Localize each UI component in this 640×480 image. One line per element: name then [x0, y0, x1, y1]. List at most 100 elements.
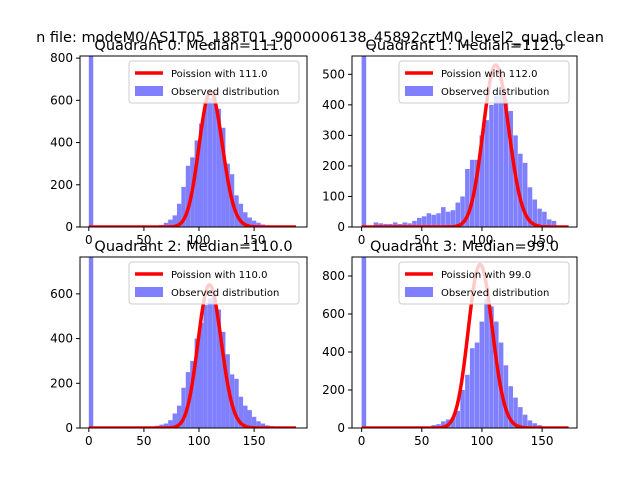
subplot-title: Quadrant 0: Median=111.0: [94, 38, 292, 54]
histogram-bar: [378, 223, 384, 227]
histogram-bar: [238, 396, 244, 428]
histogram-bar: [203, 100, 208, 227]
histogram-bar: [455, 410, 461, 428]
histogram-bar: [181, 387, 186, 428]
x-tick-label: 0: [358, 434, 366, 448]
histogram-bar: [373, 222, 379, 227]
histogram-bar: [212, 293, 217, 428]
legend-poisson-label: Poission with 110.0: [171, 270, 267, 281]
x-tick-label: 150: [243, 233, 266, 247]
y-tick-label: 200: [50, 376, 73, 390]
histogram-bar: [436, 213, 441, 227]
histogram-bar: [537, 208, 542, 227]
histogram-bar: [445, 211, 451, 227]
subplot-title: Quadrant 1: Median=112.0: [365, 38, 563, 54]
subplot-title: Quadrant 3: Median=99.0: [370, 239, 559, 255]
histogram-bar: [527, 187, 533, 227]
subplot-grid: 0 50 100 150 0 200 400 600 800 Quadrant 0: Median…: [50, 38, 578, 448]
x-tick-label: 0: [358, 233, 366, 247]
histogram-bar: [172, 215, 177, 227]
histogram-bar: [163, 222, 169, 227]
histogram-bar: [194, 140, 200, 227]
histogram-bar: [199, 322, 204, 428]
histogram-bar: [402, 222, 408, 227]
histogram-bar: [450, 210, 456, 227]
histogram-bar: [542, 211, 547, 227]
histogram-bar: [407, 223, 412, 227]
histogram-bar: [225, 163, 230, 227]
histogram-bar: [474, 159, 480, 227]
legend-box: [398, 261, 570, 305]
y-tick-label: 0: [337, 220, 345, 234]
histogram-bar: [469, 348, 475, 428]
histogram-bar: [441, 421, 446, 428]
figure-suptitle: n file: modeM0/AS1T05_188T01_9000006138_…: [36, 30, 604, 46]
y-tick-label: 600: [50, 287, 73, 301]
histogram-bar: [392, 222, 398, 227]
y-tick-label: 600: [50, 93, 73, 107]
histogram-bar: [460, 390, 465, 428]
y-tick-label: 500: [322, 67, 345, 81]
legend-observed-swatch: [135, 86, 163, 96]
histogram-bar: [212, 91, 217, 227]
histogram-bar: [190, 360, 195, 428]
histogram-bar: [168, 420, 173, 428]
legend-observed-swatch: [405, 287, 433, 297]
histogram-bar: [181, 186, 186, 227]
y-tick-label: 400: [50, 136, 73, 150]
histogram-bar: [489, 104, 494, 227]
y-tick-label: 0: [65, 220, 73, 234]
histogram-bar: [518, 407, 523, 428]
legend-poisson-label: Poission with 99.0: [441, 270, 531, 281]
histogram-bar: [234, 378, 239, 428]
y-tick-label: 400: [322, 345, 345, 359]
zero-spike-bar: [88, 56, 94, 227]
legend-poisson-label: Poission with 111.0: [171, 69, 267, 80]
histogram-bar: [412, 220, 417, 227]
histogram-bar: [498, 92, 504, 227]
histogram-bar: [247, 217, 252, 227]
axes-frame: [79, 55, 308, 228]
histogram-bar: [484, 298, 489, 428]
histogram-bar: [532, 423, 538, 428]
histogram-bar: [256, 222, 261, 227]
histogram-bar: [203, 305, 208, 428]
x-tick-label: 0: [85, 233, 93, 247]
legend-box: [128, 60, 300, 104]
histogram-bar: [431, 214, 436, 227]
histogram-bar: [518, 153, 523, 227]
x-tick-label: 50: [414, 233, 429, 247]
histogram-bar: [441, 207, 446, 227]
histogram-bar: [260, 423, 266, 428]
histogram-bar: [251, 416, 257, 428]
legend-box: [398, 60, 570, 104]
y-tick-label: 200: [322, 159, 345, 173]
y-tick-label: 0: [337, 421, 345, 435]
histogram-bar: [513, 397, 518, 428]
histogram-bar: [256, 421, 261, 428]
legend-observed-swatch: [405, 86, 433, 96]
histogram-bar: [508, 386, 513, 428]
x-tick-label: 100: [188, 434, 211, 448]
histogram-bar: [426, 213, 432, 227]
histogram-bar: [460, 196, 465, 227]
histogram-bar: [503, 365, 509, 428]
histogram-bar: [194, 338, 200, 428]
histogram-bar: [527, 420, 533, 428]
y-tick-label: 100: [322, 189, 345, 203]
histogram-bar: [163, 423, 169, 428]
histogram-bar: [221, 331, 226, 428]
y-tick-label: 800: [50, 51, 73, 65]
x-tick-label: 50: [414, 434, 429, 448]
subplot-2: 0 50 100 150 0 200 400 600 Quadrant 2: Median=11…: [50, 239, 308, 448]
x-tick-label: 100: [188, 233, 211, 247]
histogram-bar: [207, 98, 213, 227]
y-tick-label: 0: [65, 421, 73, 435]
zero-spike-bar: [361, 257, 367, 428]
histogram-bar: [465, 374, 470, 428]
histogram-bar: [216, 309, 222, 428]
histogram-bar: [489, 306, 494, 428]
plot-area: [361, 56, 570, 227]
histogram-bar: [243, 405, 248, 428]
